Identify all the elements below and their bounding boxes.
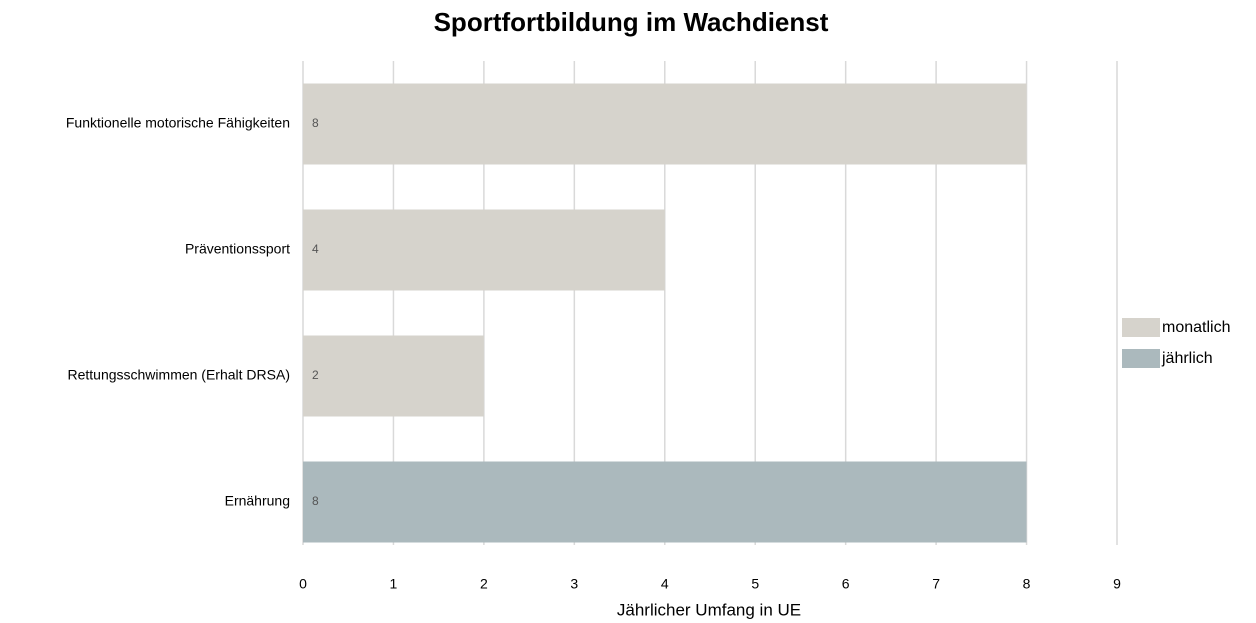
legend-swatch (1122, 349, 1160, 368)
x-tick-label: 6 (842, 576, 850, 592)
chart-title: Sportfortbildung im Wachdienst (434, 7, 829, 37)
x-tick-label: 2 (480, 576, 488, 592)
x-tick-label: 3 (570, 576, 578, 592)
x-tick-label: 0 (299, 576, 307, 592)
legend-label: monatlich (1162, 319, 1230, 336)
x-tick-label: 9 (1113, 576, 1121, 592)
x-axis-label: Jährlicher Umfang in UE (617, 600, 801, 619)
x-tick-label: 1 (390, 576, 398, 592)
x-tick-label: 7 (932, 576, 940, 592)
data-label: 8 (312, 116, 319, 130)
data-label: 4 (312, 242, 319, 256)
data-label: 2 (312, 368, 319, 382)
x-tick-label: 5 (751, 576, 759, 592)
bar (303, 335, 484, 417)
y-tick-label: Rettungsschwimmen (Erhalt DRSA) (67, 367, 290, 383)
y-tick-label: Ernährung (225, 493, 290, 509)
x-tick-label: 8 (1023, 576, 1031, 592)
bar (303, 83, 1027, 165)
bar (303, 209, 665, 291)
data-label: 8 (312, 494, 319, 508)
y-tick-label: Präventionssport (185, 241, 290, 257)
y-tick-label: Funktionelle motorische Fähigkeiten (66, 115, 290, 131)
legend-swatch (1122, 318, 1160, 337)
bar (303, 461, 1027, 543)
legend-label: jährlich (1161, 350, 1213, 367)
x-tick-label: 4 (661, 576, 669, 592)
